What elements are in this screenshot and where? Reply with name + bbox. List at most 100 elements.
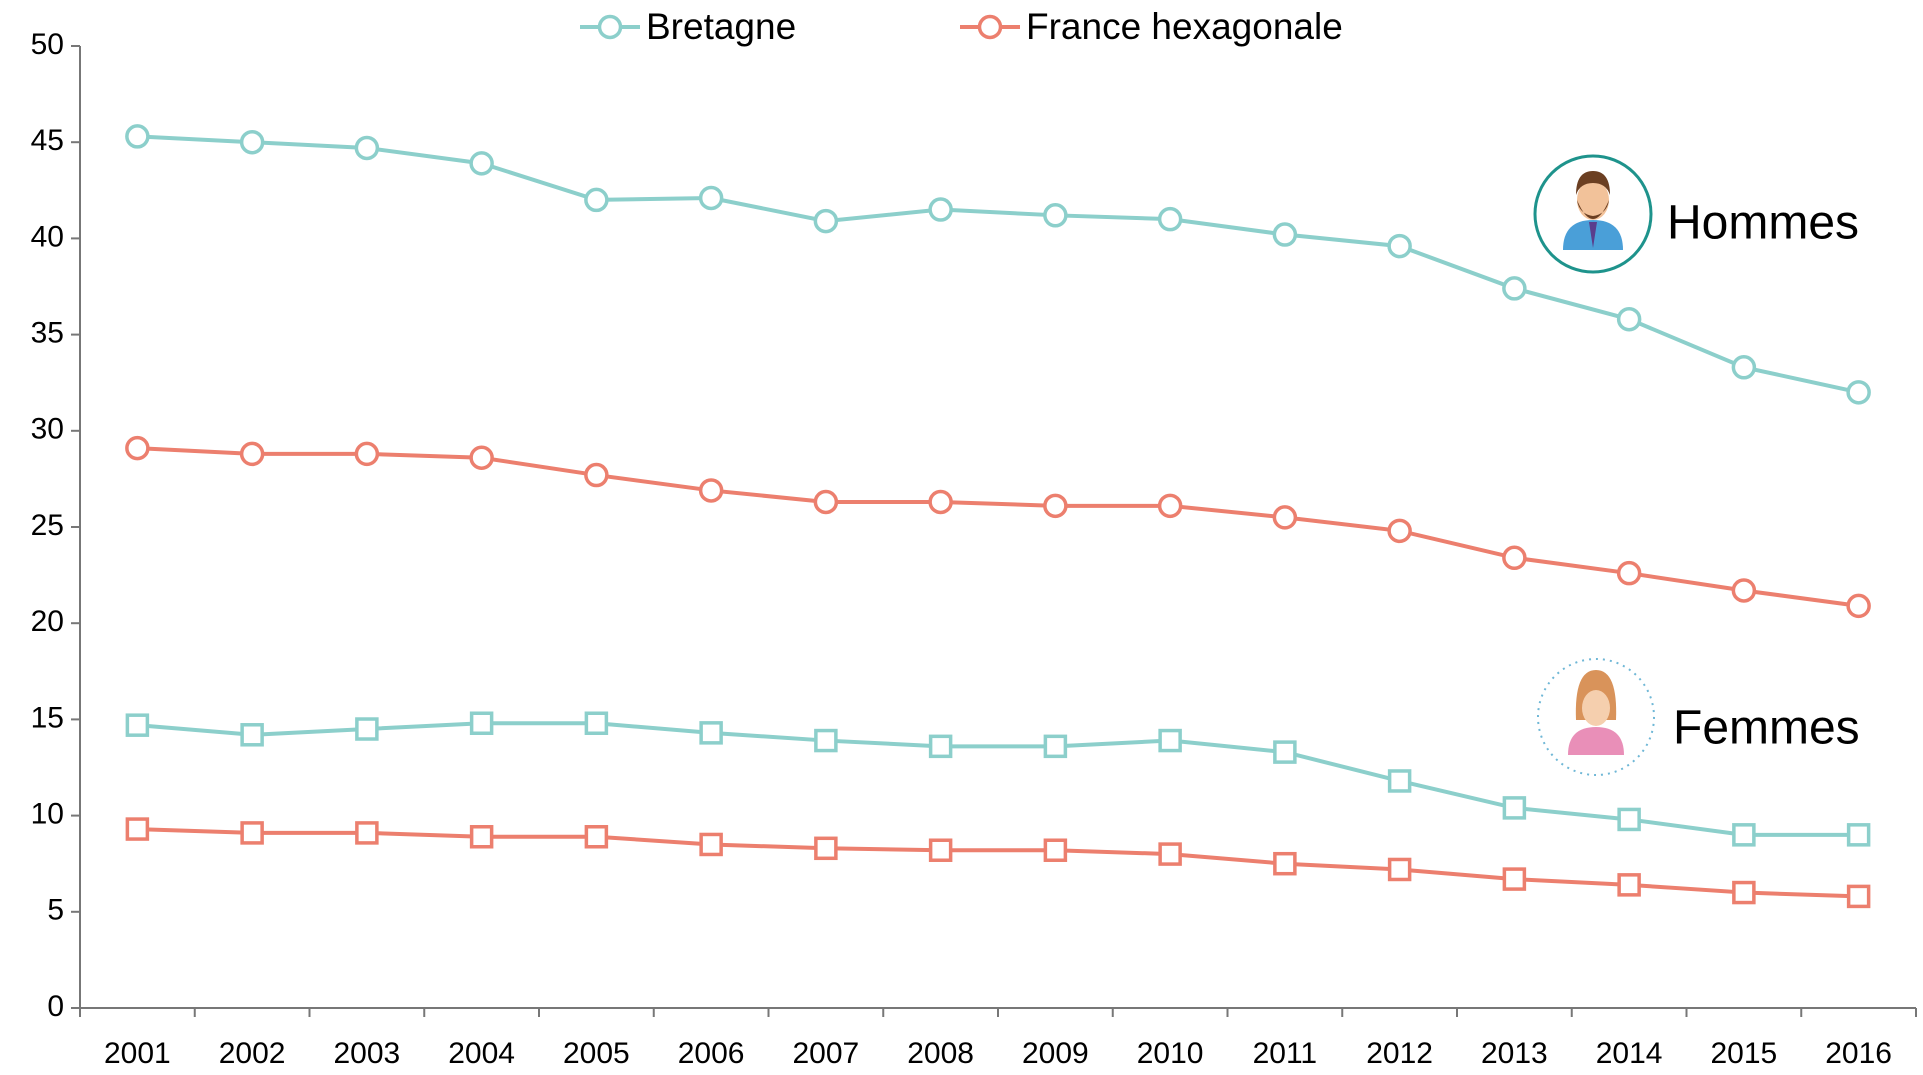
x-tick-label: 2002: [219, 1037, 286, 1070]
y-tick-label: 15: [31, 701, 64, 734]
data-point: [1616, 306, 1642, 332]
x-tick-label: 2006: [678, 1037, 745, 1070]
data-point: [1502, 796, 1527, 820]
data-point: [584, 462, 609, 488]
data-point: [1387, 233, 1412, 259]
data-point: [354, 135, 380, 161]
y-tick-label: 10: [31, 798, 64, 831]
data-point: [1157, 206, 1183, 232]
y-tick-label: 20: [31, 605, 64, 638]
data-point: [240, 821, 264, 845]
x-tick-label: 2004: [448, 1037, 515, 1070]
data-point: [1732, 880, 1756, 905]
data-point: [928, 489, 953, 515]
data-point: [1731, 355, 1757, 380]
data-point: [1732, 823, 1756, 847]
data-point: [1616, 560, 1642, 586]
y-tick-label: 0: [47, 990, 64, 1023]
y-tick-label: 30: [31, 413, 64, 446]
x-tick-label: 2001: [104, 1037, 171, 1070]
data-point: [1502, 867, 1527, 891]
data-point: [1043, 203, 1068, 228]
data-point: [125, 124, 150, 149]
data-point: [1043, 838, 1068, 862]
data-point: [355, 821, 379, 845]
data-point: [355, 717, 379, 741]
data-point: [928, 838, 953, 862]
x-tick-label: 2008: [907, 1037, 974, 1070]
data-point: [1846, 884, 1871, 909]
data-point: [928, 197, 953, 222]
series-line: [137, 827, 1859, 899]
data-point: [1617, 807, 1641, 832]
data-point: [1617, 873, 1641, 897]
x-tick-label: 2003: [334, 1037, 401, 1070]
x-tick-label: 2011: [1253, 1037, 1318, 1070]
data-point: [125, 435, 150, 461]
data-point: [1043, 493, 1068, 519]
data-point: [1272, 222, 1298, 247]
men-icon: [1533, 154, 1653, 274]
data-point: [584, 711, 609, 735]
data-point: [699, 721, 723, 745]
legend-label: France hexagonale: [1026, 6, 1343, 47]
data-point: [1846, 593, 1871, 619]
data-point: [1272, 505, 1298, 530]
x-tick-label: 2007: [793, 1037, 860, 1070]
data-point: [1387, 518, 1412, 544]
data-point: [240, 723, 264, 747]
legend-marker: [597, 14, 623, 40]
y-tick-label: 50: [31, 28, 64, 61]
series-line: [137, 446, 1859, 608]
women-icon: [1537, 658, 1655, 776]
data-point: [469, 445, 494, 470]
data-point: [1387, 769, 1412, 793]
data-point: [125, 817, 150, 841]
series-line: [137, 721, 1859, 837]
data-point: [814, 728, 838, 753]
data-point: [699, 832, 723, 857]
data-point: [1846, 380, 1871, 405]
data-point: [239, 129, 265, 155]
y-tick-label: 5: [47, 894, 64, 927]
data-point: [469, 825, 494, 849]
data-point: [469, 151, 494, 176]
data-point: [1273, 740, 1297, 764]
data-point: [813, 208, 839, 234]
x-tick-label: 2016: [1825, 1037, 1892, 1070]
data-point: [584, 187, 609, 213]
data-point: [1158, 842, 1182, 866]
data-point: [354, 441, 380, 467]
data-point: [1387, 857, 1412, 882]
x-tick-label: 2010: [1137, 1037, 1204, 1070]
series-line: [137, 134, 1860, 395]
x-tick-label: 2012: [1366, 1037, 1433, 1070]
data-point: [1158, 728, 1182, 753]
data-point: [1157, 493, 1183, 519]
data-point: [813, 489, 839, 515]
group-label: Femmes: [1673, 702, 1860, 755]
x-tick-label: 2014: [1596, 1037, 1663, 1070]
y-tick-label: 45: [31, 124, 64, 157]
data-point: [1731, 578, 1757, 603]
x-tick-label: 2015: [1711, 1037, 1778, 1070]
legend-label: Bretagne: [646, 6, 796, 47]
data-point: [1502, 545, 1527, 571]
data-point: [584, 825, 609, 849]
legend-marker: [977, 14, 1003, 40]
data-point: [125, 713, 150, 737]
y-tick-label: 25: [31, 509, 64, 542]
data-point: [698, 185, 724, 211]
y-tick-label: 35: [31, 317, 64, 350]
data-point: [1273, 851, 1297, 876]
data-point: [1846, 823, 1871, 847]
x-tick-label: 2005: [563, 1037, 630, 1070]
group-label: Hommes: [1667, 197, 1859, 250]
x-tick-label: 2009: [1022, 1037, 1089, 1070]
data-point: [469, 711, 494, 735]
data-point: [1502, 276, 1527, 301]
data-point: [698, 478, 724, 503]
x-tick-label: 2013: [1481, 1037, 1548, 1070]
data-point: [1043, 734, 1068, 759]
